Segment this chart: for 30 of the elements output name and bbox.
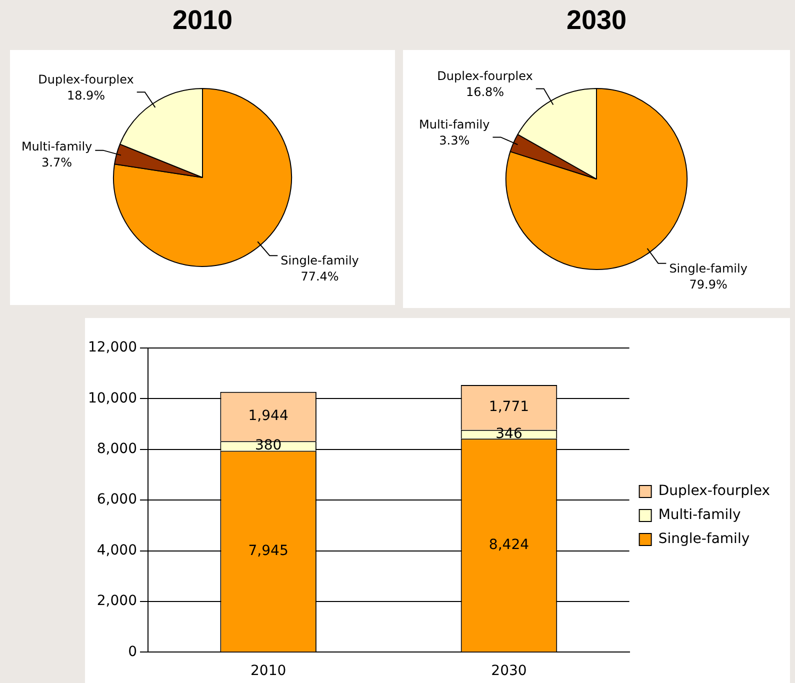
slice-label: Duplex-fourplex (38, 72, 134, 86)
data-label: 79.9% (689, 277, 728, 292)
data-label: 8,424 (488, 536, 530, 553)
data-label: 380 (254, 438, 282, 454)
data-label: 16.8% (466, 84, 504, 99)
data-label: 346 (496, 426, 522, 442)
data-label: 1,944 (248, 408, 288, 424)
y-tick-label: 12,000 (88, 340, 137, 356)
chart-title: 2030 (565, 5, 628, 36)
y-tick-label: 10,000 (88, 390, 137, 406)
chart-title: 2010 (171, 5, 234, 36)
legend-label: Multi-family (658, 507, 741, 524)
data-label: 3.7% (42, 155, 72, 170)
data-label: 18.9% (66, 88, 106, 102)
data-label: 3.3% (439, 133, 470, 148)
slice-label: Duplex-fourplex (437, 68, 533, 83)
legend-label: Duplex-fourplex (658, 483, 770, 500)
y-tick-label: 0 (128, 644, 137, 660)
data-label: 7,945 (248, 542, 288, 559)
y-tick-label: 6,000 (96, 492, 137, 508)
y-tick-label: 2,000 (96, 593, 137, 610)
data-label: 1,771 (488, 399, 530, 416)
legend-label: Single-family (658, 531, 750, 548)
slice-label: Multi-family (21, 139, 92, 154)
y-tick-label: 4,000 (96, 542, 137, 558)
data-label: 77.4% (300, 270, 339, 284)
slice-label: Single-family (280, 254, 359, 268)
slice-label: Single-family (669, 261, 748, 276)
y-tick-label: 8,000 (96, 441, 137, 458)
slice-label: Multi-family (419, 117, 490, 132)
